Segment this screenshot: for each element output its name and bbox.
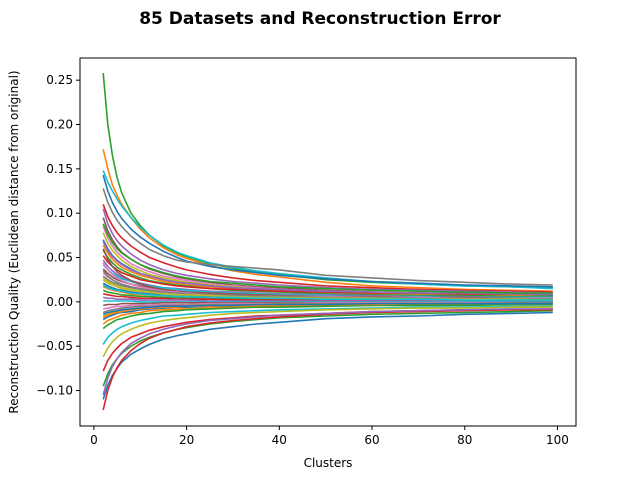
plot-area-frame xyxy=(79,57,577,427)
series-line-2 xyxy=(102,149,553,292)
series-line-6 xyxy=(102,204,553,293)
y-axis-label: Reconstruction Quality (Euclidean distan… xyxy=(7,70,21,413)
series-line-47 xyxy=(102,302,553,316)
series-line-49 xyxy=(102,223,553,294)
series-line-23 xyxy=(102,289,553,301)
x-axis-ticks: 0 20 40 60 80 100 xyxy=(90,426,569,447)
series-line-26 xyxy=(103,300,553,303)
series-line-39 xyxy=(102,308,553,411)
y-tick-label: 0.10 xyxy=(46,206,73,220)
y-tick-label: 0.05 xyxy=(46,251,73,265)
series-line-28 xyxy=(103,301,553,310)
x-tick-label: 40 xyxy=(272,433,287,447)
series-line-40 xyxy=(102,308,553,396)
y-tick-label: 0.15 xyxy=(46,162,73,176)
y-axis-ticks: −0.10 −0.05 0.00 0.05 0.10 0.15 0.20 0.25 xyxy=(36,73,80,398)
y-tick-label: −0.05 xyxy=(36,339,73,353)
chart-title: 85 Datasets and Reconstruction Error xyxy=(139,9,501,29)
series-line-5 xyxy=(102,188,553,286)
series-line-4 xyxy=(102,174,553,288)
series-line-48 xyxy=(102,241,553,295)
x-tick-label: 60 xyxy=(364,433,379,447)
series-line-34 xyxy=(102,305,553,345)
series-line-33 xyxy=(102,303,553,330)
x-tick-label: 20 xyxy=(179,433,194,447)
x-tick-label: 0 xyxy=(90,433,98,447)
series-line-12 xyxy=(102,244,553,298)
series-line-7 xyxy=(102,208,553,294)
y-tick-label: 0.20 xyxy=(46,118,73,132)
series-layer xyxy=(102,73,553,411)
series-line-35 xyxy=(102,306,553,358)
x-tick-label: 80 xyxy=(457,433,472,447)
series-line-13 xyxy=(102,249,553,298)
x-axis-label: Clusters xyxy=(304,456,353,470)
series-line-45 xyxy=(102,284,553,301)
y-tick-label: 0.25 xyxy=(46,73,73,87)
x-tick-label: 100 xyxy=(546,433,569,447)
y-tick-label: −0.10 xyxy=(36,384,73,398)
y-tick-label: 0.00 xyxy=(46,295,73,309)
series-line-25 xyxy=(103,296,553,303)
